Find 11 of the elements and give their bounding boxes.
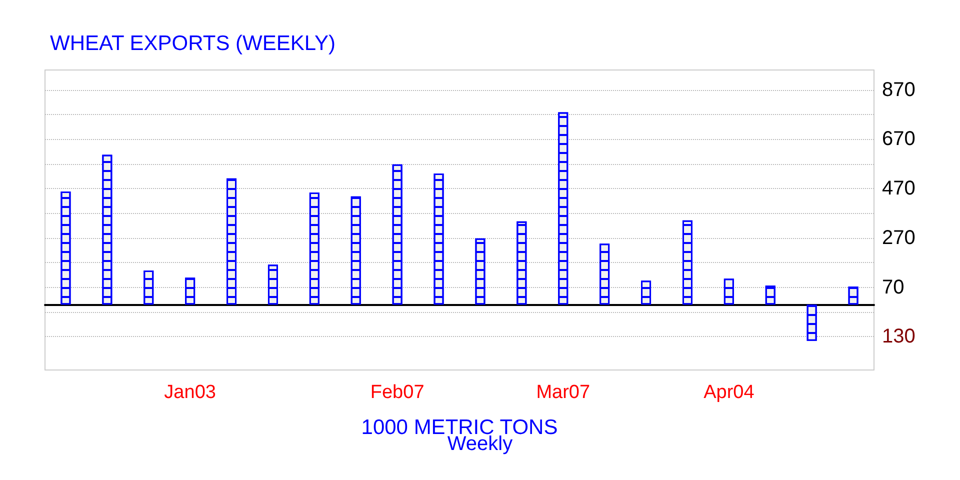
y-tick-label: 470 bbox=[882, 178, 916, 200]
y-tick-label: 670 bbox=[882, 128, 916, 150]
x-tick-label: Apr04 bbox=[704, 382, 755, 403]
y-tick-label: 870 bbox=[882, 78, 916, 101]
y-tick-label: 70 bbox=[882, 276, 904, 298]
x-tick-label: Feb07 bbox=[370, 382, 424, 403]
x-tick-label: Jan03 bbox=[164, 382, 216, 403]
y-tick-label: 130 bbox=[882, 326, 916, 348]
x-tick-label: Mar07 bbox=[536, 382, 590, 403]
chart-title: WHEAT EXPORTS (WEEKLY) bbox=[50, 32, 336, 55]
y-tick-label: 270 bbox=[882, 226, 916, 249]
